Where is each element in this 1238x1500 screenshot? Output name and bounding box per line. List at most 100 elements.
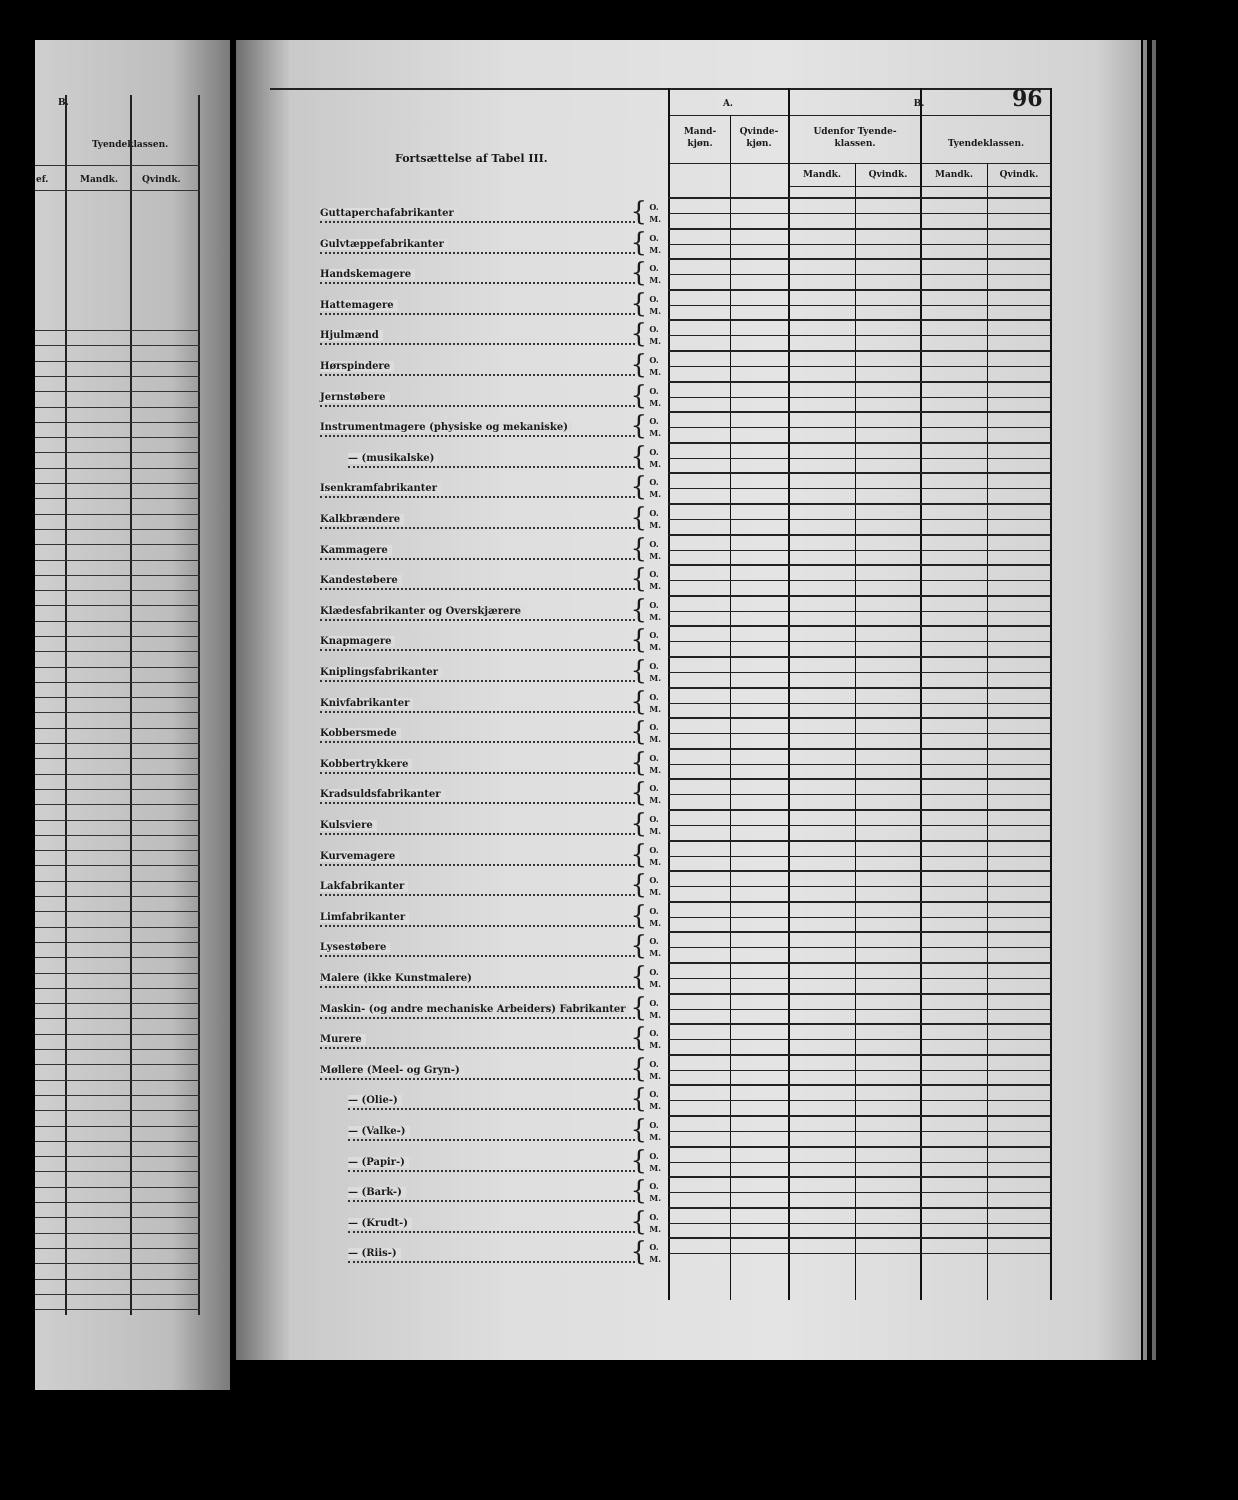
left-col-partial: ef.: [36, 175, 49, 185]
row-rule: [668, 672, 1050, 673]
left-row-rule: [35, 452, 200, 453]
marker-m: M.: [649, 826, 661, 836]
row-markers: O. M.: [649, 476, 661, 500]
row-markers: O. M.: [649, 1027, 661, 1051]
brace: {: [630, 319, 647, 350]
marker-o: O.: [649, 324, 659, 335]
left-row-rule: [35, 774, 200, 775]
table-row: Kradsuldsfabrikanter{O. M.: [320, 780, 665, 830]
row-markers: O. M.: [649, 232, 661, 256]
left-row-rule: [35, 820, 200, 821]
row-rule: [668, 825, 1050, 826]
row-rule: [668, 1146, 1050, 1148]
marker-o: O.: [649, 446, 659, 457]
left-row-rule: [35, 758, 200, 759]
left-row-rule: [35, 330, 200, 331]
row-rule: [668, 503, 1050, 505]
left-row-rule: [35, 743, 200, 744]
row-rule: [668, 1115, 1050, 1117]
row-label: — (Papir-): [348, 1156, 409, 1168]
row-markers: O. M.: [649, 538, 661, 562]
left-row-rule: [35, 667, 200, 668]
table-row: Kulsviere {O. M.: [320, 811, 665, 861]
marker-m: M.: [649, 642, 661, 653]
left-col-mand: Mandk.: [80, 175, 118, 185]
row-rule: [668, 564, 1050, 566]
brace: {: [630, 288, 647, 319]
table-row: — (Valke-) {O. M.: [320, 1117, 665, 1167]
row-rule: [668, 1131, 1050, 1132]
marker-m: M.: [649, 1101, 661, 1112]
left-row-rule: [35, 1095, 200, 1096]
brace: {: [630, 778, 647, 809]
left-row-rule: [35, 1279, 200, 1280]
dot-leader: [320, 1003, 635, 1019]
brace: {: [630, 1053, 647, 1084]
marker-m: M.: [649, 979, 661, 989]
row-markers: O. M.: [649, 385, 661, 409]
subcol-mandk-1: Mandk.: [803, 170, 841, 180]
dot-leader: [348, 1186, 635, 1203]
dot-leader: [320, 544, 635, 560]
marker-m: M.: [649, 397, 661, 408]
row-label: Knivfabrikanter: [320, 697, 414, 709]
marker-m: M.: [649, 703, 661, 714]
table-row: Kammagere{O. M.: [320, 536, 665, 586]
row-rule: [668, 381, 1050, 383]
left-row-rule: [35, 682, 200, 683]
marker-o: O.: [649, 967, 659, 977]
row-label: Kobbertrykkere: [320, 758, 413, 770]
row-label: Kalkbrændere: [320, 514, 405, 525]
row-markers: O. M.: [649, 354, 661, 378]
row-label: Klædesfabrikanter og Overskjærere: [320, 605, 525, 617]
marker-o: O.: [649, 569, 659, 580]
dot-leader: [320, 819, 635, 835]
marker-o: O.: [649, 1181, 659, 1192]
marker-o: O.: [649, 936, 659, 947]
row-rule: [668, 197, 1050, 199]
row-rule: [668, 458, 1050, 459]
row-label: — (Bark-): [348, 1187, 406, 1199]
row-rule: [668, 1207, 1050, 1209]
row-label: — (Riis-): [348, 1248, 401, 1260]
marker-m: M.: [649, 795, 661, 806]
left-column-rule: [130, 95, 132, 1315]
left-row-rule: [35, 850, 200, 851]
row-rule: [668, 809, 1050, 811]
dot-leader: [320, 635, 635, 652]
row-rule: [668, 274, 1050, 275]
brace: {: [630, 900, 647, 931]
dot-leader: [320, 1064, 635, 1080]
dot-leader: [320, 880, 635, 897]
brace: {: [630, 411, 647, 442]
brace: {: [630, 717, 647, 748]
left-row-rule: [35, 1018, 200, 1019]
marker-o: O.: [649, 630, 659, 641]
brace: {: [630, 441, 647, 472]
dot-leader: [320, 513, 635, 529]
left-row-rule: [35, 835, 200, 836]
left-header-rule: [35, 165, 200, 166]
left-row-rule: [35, 988, 200, 989]
table-row: Knivfabrikanter{O. M.: [320, 689, 665, 739]
dot-leader: [348, 1156, 635, 1172]
row-markers: O. M.: [649, 446, 661, 470]
brace: {: [630, 870, 647, 901]
table-row: Hjulmænd{O. M.: [320, 321, 665, 371]
left-row-rule: [35, 1187, 200, 1188]
brace: {: [630, 1084, 647, 1115]
row-rule: [668, 580, 1050, 581]
column-rule: [730, 115, 731, 1300]
left-row-rule: [35, 1202, 200, 1203]
dot-leader: [348, 1217, 635, 1233]
table-row: Lysestøbere{O. M.: [320, 933, 665, 983]
left-row-rule: [35, 1294, 200, 1295]
row-markers: O. M.: [649, 935, 661, 959]
row-rule: [668, 993, 1050, 995]
left-row-rule: [35, 361, 200, 362]
row-rule: [668, 335, 1050, 336]
row-label: Kniplingsfabrikanter: [320, 667, 443, 678]
row-label: Limfabrikanter: [320, 911, 410, 923]
table-row: Kniplingsfabrikanter {O. M.: [320, 658, 665, 708]
row-rule: [668, 1176, 1050, 1178]
